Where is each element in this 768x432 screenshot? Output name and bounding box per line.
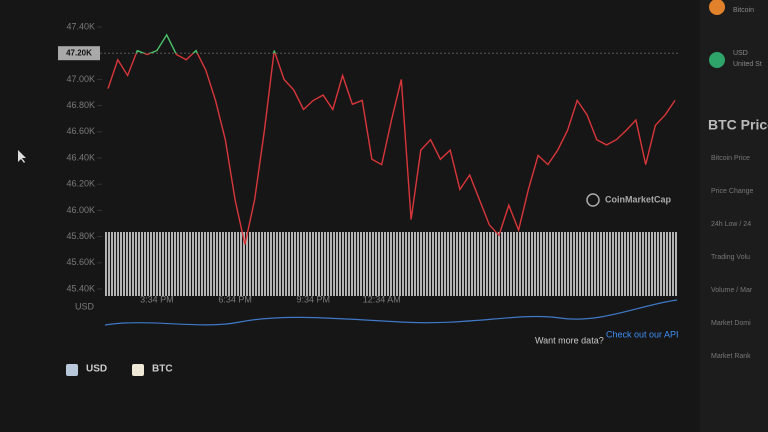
coin-name: Bitcoin (733, 7, 754, 14)
sidebar-row: Bitcoin Price (711, 155, 750, 162)
sidebar-panel (700, 0, 768, 432)
sidebar-title: BTC Price (708, 117, 768, 133)
legend-swatch (132, 364, 144, 376)
cursor (18, 150, 26, 163)
coin-name: USD (733, 50, 748, 57)
y-tick-label: 46.20K (66, 179, 95, 189)
y-tick-label: 45.60K (66, 257, 95, 267)
sidebar-row: Market Rank (711, 353, 751, 360)
y-tick-label: 46.80K (66, 100, 95, 110)
legend-label: USD (86, 364, 107, 375)
reference-label-box (58, 46, 100, 61)
volume-strip (104, 232, 677, 296)
coin-icon (709, 52, 725, 68)
footer-link[interactable]: Check out our API (606, 329, 679, 339)
coin-sub: United St (733, 61, 762, 68)
price-line (107, 53, 676, 245)
sidebar-row: Price Change (711, 188, 754, 195)
y-tick-label: 46.00K (66, 205, 95, 215)
sidebar-row: 24h Low / 24 (711, 221, 751, 228)
reference-label: 47.20K (66, 48, 92, 57)
y-tick-label: 46.60K (66, 126, 95, 136)
watermark-logo (586, 193, 600, 207)
legend-swatch (66, 364, 78, 376)
x-tick-label: 6:34 PM (218, 294, 252, 304)
x-tick-label: 12:34 AM (363, 294, 401, 304)
sidebar-row: Trading Volu (711, 254, 750, 261)
x-tick-label: 3:34 PM (140, 294, 174, 304)
y-tick-label: 47.40K (66, 21, 95, 31)
sidebar-row: Volume / Mar (711, 287, 753, 294)
coin-icon (709, 0, 725, 15)
navigator-line (104, 299, 678, 326)
y-tick-label: 45.40K (66, 283, 95, 293)
footer-text: Want more data? (535, 335, 604, 345)
y-tick-label: 47.00K (66, 74, 95, 84)
x-unit: USD (75, 301, 95, 311)
y-tick-label: 46.40K (66, 152, 95, 162)
sidebar-row: Market Domi (711, 320, 751, 327)
x-tick-label: 9:34 PM (297, 294, 331, 304)
y-tick-label: 45.80K (66, 231, 95, 241)
watermark: CoinMarketCap (605, 194, 672, 204)
legend-label: BTC (152, 364, 173, 375)
